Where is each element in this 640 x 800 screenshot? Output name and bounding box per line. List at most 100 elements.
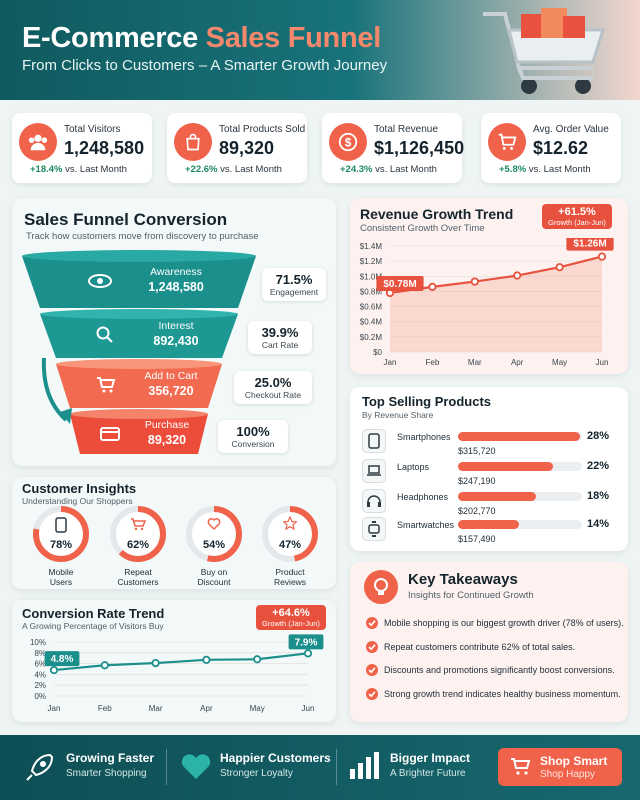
check-icon — [366, 617, 378, 629]
product-share-track — [458, 520, 582, 529]
footer-item-impact: Bigger Impact A Brighter Future — [390, 751, 470, 779]
product-share-fill — [458, 462, 554, 471]
stage-name: Awareness — [150, 266, 202, 278]
rate-value: 39.9% — [261, 325, 299, 340]
x-tick-label: Jan — [48, 704, 61, 713]
rate-label: Cart Rate — [261, 340, 299, 350]
product-share-track — [458, 462, 582, 471]
divider — [166, 749, 167, 785]
smartphone-icon — [55, 517, 67, 533]
rate-value: 100% — [236, 424, 270, 439]
shop-smart-button[interactable]: Shop Smart Shop Happy — [498, 748, 622, 786]
insight-label-line1: Repeat — [124, 567, 152, 577]
ring-progress — [262, 506, 318, 562]
product-name: Smartwatches — [397, 520, 455, 530]
kpi-change: +22.6% vs. Last Month — [185, 164, 282, 175]
ring-progress — [33, 506, 89, 562]
kpi-value: 1,248,580 — [64, 138, 145, 158]
insight-label: Product Reviews — [257, 567, 323, 587]
cart-icon — [131, 518, 146, 531]
y-tick-label: $0.6M — [360, 303, 383, 312]
kpi-change-text: vs. Last Month — [65, 164, 127, 175]
footer-item-happier: Happier Customers Stronger Loyalty — [220, 751, 331, 779]
badge-value: +61.5% — [558, 206, 596, 218]
data-point — [470, 277, 479, 286]
bar-chart-icon — [350, 752, 379, 779]
takeaway-text: Mobile shopping is our biggest growth dr… — [384, 618, 624, 628]
x-tick-label: Apr — [511, 358, 524, 367]
product-revenue: $315,720 — [458, 446, 496, 456]
rate-label: Checkout Rate — [244, 390, 302, 400]
product-share-track — [458, 432, 582, 441]
series-area — [390, 256, 602, 352]
funnel-stage-purchase: Purchase 89,320 — [118, 419, 216, 447]
x-tick-label: Jan — [384, 358, 397, 367]
ring-progress — [110, 506, 166, 562]
y-tick-label: 4% — [34, 670, 46, 679]
x-tick-label: Mar — [149, 704, 163, 713]
conversion-growth-badge: +64.6% Growth (Jan-Jun) — [256, 605, 326, 630]
star-icon — [283, 516, 297, 530]
insight-ring: 54% — [185, 505, 243, 563]
kpi-change-text: vs. Last Month — [375, 164, 437, 175]
footer-item-title: Happier Customers — [220, 751, 331, 765]
data-point — [100, 661, 109, 670]
takeaway-text: Discounts and promotions significantly b… — [384, 665, 615, 675]
revenue-end-label-box — [566, 238, 614, 251]
kpi-label: Total Visitors — [64, 124, 121, 135]
stage-name: Add to Cart — [144, 370, 198, 382]
kpi-card-visitors: Total Visitors 1,248,580 +18.4% vs. Last… — [12, 113, 152, 183]
progress-ring — [110, 506, 166, 562]
rate-value: 25.0% — [254, 375, 292, 390]
revenue-line-chart: $0 $0.2M $0.4M $0.6M $0.8M $1.0M $1.2M $1.4M Jan… — [360, 238, 614, 367]
revenue-chart-card: Revenue Growth Trend Consistent Growth O… — [350, 198, 628, 374]
kpi-value: $12.62 — [533, 138, 589, 158]
y-tick-label: $0.4M — [360, 318, 383, 327]
data-point — [49, 665, 59, 675]
insight-label-line2: Discount — [197, 577, 231, 588]
title-accent: Sales Funnel — [205, 22, 382, 54]
x-tick-label: Jun — [302, 704, 315, 713]
funnel-subtitle: Track how customers move from discovery … — [26, 231, 259, 242]
kpi-label: Total Products Sold — [219, 124, 306, 135]
kpi-change-value: +18.4% — [30, 164, 63, 175]
insights-subtitle: Understanding Our Shoppers — [22, 496, 133, 506]
x-tick-label: Feb — [426, 358, 440, 367]
ring-progress — [186, 506, 242, 562]
footer-bar: Growing Faster Smarter Shopping Happier C… — [0, 735, 640, 800]
kpi-card-revenue: $ Total Revenue $1,126,450 +24.3% vs. La… — [322, 113, 464, 183]
insight-label-line2: Reviews — [273, 577, 307, 588]
y-tick-label: $1.0M — [360, 272, 383, 281]
badge-label: Growth (Jan-Jun) — [262, 619, 320, 628]
product-revenue: $202,770 — [458, 506, 496, 516]
insight-label-line1: Buy on — [200, 567, 228, 577]
y-tick-label: 2% — [34, 681, 46, 690]
credit-card-icon — [100, 427, 120, 441]
product-share-fill — [458, 492, 537, 501]
cart-icon — [511, 758, 531, 775]
conversion-subtitle: A Growing Percentage of Visitors Buy — [22, 621, 164, 631]
shopping-bag-icon — [174, 123, 212, 161]
insight-mobile-users: 78% Mobile Users — [28, 505, 94, 587]
conversion-line-chart: 0% 2% 4%6% 8% 10% Jan Feb Mar Apr May Jun 4.8% 7.9% — [30, 634, 324, 713]
eye-icon — [88, 274, 112, 288]
conversion-start-label: 4.8% — [51, 654, 74, 665]
page-title: E-Commerce Sales Funnel — [22, 22, 381, 55]
stage-value: 892,430 — [153, 334, 199, 348]
funnel-graphic — [22, 250, 256, 454]
kpi-change: +18.4% vs. Last Month — [30, 164, 127, 175]
x-tick-label: May — [552, 358, 567, 367]
insight-pct: 54% — [202, 539, 226, 551]
footer-item-growing: Growing Faster Smarter Shopping — [66, 751, 154, 779]
footer-item-sub: Smarter Shopping — [66, 768, 147, 779]
kpi-change-value: +22.6% — [185, 164, 218, 175]
kpi-change-value: +5.8% — [499, 164, 527, 175]
insight-pct: 78% — [49, 539, 73, 551]
headphones-icon — [362, 489, 386, 513]
product-name: Headphones — [397, 492, 449, 502]
footer-item-title: Bigger Impact — [390, 751, 471, 765]
svg-text:$: $ — [345, 136, 352, 150]
product-row-headphones: Headphones $202,770 18% — [362, 487, 612, 521]
rate-value: 71.5% — [275, 272, 313, 287]
heart-tag-icon — [207, 518, 221, 531]
